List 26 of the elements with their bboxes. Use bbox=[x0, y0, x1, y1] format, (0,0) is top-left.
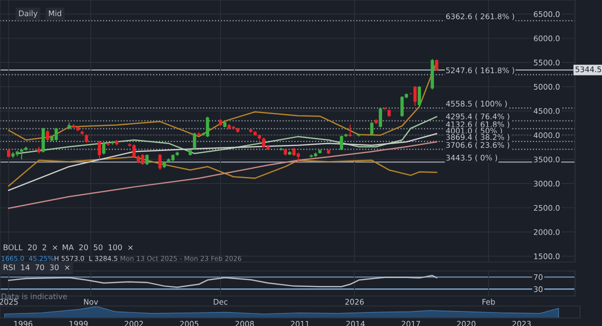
line-series bbox=[8, 141, 438, 209]
candlestick bbox=[192, 132, 196, 150]
candlestick bbox=[296, 152, 300, 162]
candlestick bbox=[340, 135, 344, 151]
candlestick bbox=[158, 154, 162, 170]
candlestick bbox=[42, 127, 45, 154]
candlestick bbox=[98, 140, 102, 160]
line-series bbox=[16, 116, 438, 154]
line-series bbox=[8, 133, 438, 191]
candlestick bbox=[418, 86, 421, 107]
candlestick bbox=[132, 144, 136, 158]
candlestick bbox=[435, 59, 438, 72]
candlestick bbox=[413, 86, 417, 107]
candlestick bbox=[370, 122, 374, 136]
candlestick bbox=[20, 148, 24, 160]
candlestick bbox=[400, 96, 404, 118]
candlestick bbox=[102, 142, 106, 155]
candlestick bbox=[46, 130, 50, 142]
candlestick bbox=[54, 127, 58, 142]
candlestick bbox=[145, 154, 149, 166]
line-series bbox=[8, 156, 438, 187]
candlestick bbox=[262, 137, 266, 148]
candlestick bbox=[378, 108, 382, 128]
candlestick bbox=[206, 116, 210, 138]
candlestick bbox=[348, 124, 352, 138]
line-series bbox=[8, 274, 438, 288]
